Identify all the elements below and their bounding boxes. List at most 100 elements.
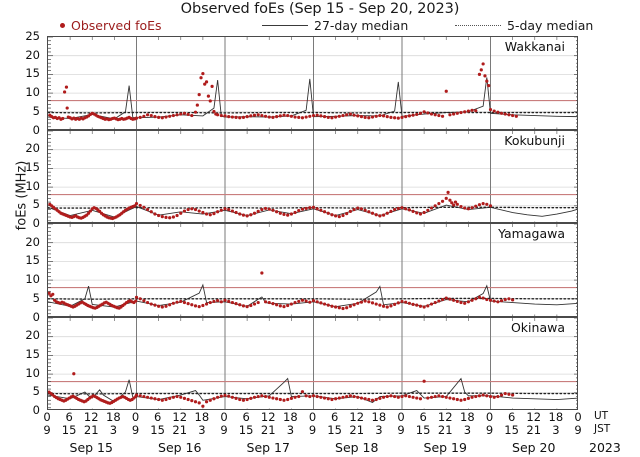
y-tick-label: 5	[32, 384, 40, 399]
x-tick-ut: 18	[283, 410, 298, 424]
y-ticks-yamagawa: 0 5 10 15 20	[0, 223, 44, 324]
x-axis-unit-ut: UT	[594, 410, 609, 422]
x-axis-day-label: Sep 19	[423, 440, 467, 455]
y-tick-label: 10	[25, 365, 40, 380]
panel-yamagawa: Yamagawa	[47, 223, 578, 317]
y-tick-label: 15	[25, 253, 40, 268]
y-tick-label: 20	[25, 328, 40, 343]
x-axis-day-label: Sep 17	[246, 440, 290, 455]
x-tick-jst: 15	[61, 423, 77, 437]
x-tick-jst: 3	[375, 423, 383, 437]
y-tick-label: 0	[32, 309, 40, 324]
x-tick-ut: 18	[460, 410, 475, 424]
x-tick-jst: 21	[437, 423, 453, 437]
y-tick-label: 10	[25, 272, 40, 287]
x-tick-jst: 9	[131, 423, 140, 437]
x-tick-jst: 9	[43, 423, 51, 437]
x-tick-jst: 15	[415, 423, 431, 437]
y-tick-label: 20	[25, 47, 40, 62]
y-tick-label: 10	[25, 178, 40, 193]
x-axis-day-label: Sep 18	[335, 440, 379, 455]
y-tick-label: 5	[32, 290, 40, 305]
legend-label-observed: Observed foEs	[71, 18, 162, 33]
x-tick-ut: 0	[485, 410, 494, 424]
y-tick-label: 15	[25, 159, 40, 174]
x-tick-ut: 6	[507, 410, 516, 424]
panel-kokubunji: Kokubunji	[47, 129, 578, 223]
dot-marker-icon	[60, 23, 65, 28]
x-axis-ut-row: 0 6 12 18 0 6 12 18 0 6 12 18 0 6 12 18 0 6 12 18 0 6 12 18 0	[43, 410, 582, 424]
y-tick-label: 15	[25, 66, 40, 81]
x-tick-ut: 0	[43, 410, 51, 424]
x-axis-day-label: Sep 15	[69, 440, 113, 455]
panel-wakkanai: Wakkanai	[47, 36, 578, 130]
legend-item-observed: Observed foEs	[60, 18, 162, 33]
x-tick-jst: 3	[286, 423, 295, 437]
y-tick-label: 0	[32, 216, 40, 230]
panel-label-okinawa: Okinawa	[510, 319, 565, 335]
legend-item-median27: 27-day median	[262, 18, 408, 33]
x-tick-ut: 18	[194, 410, 210, 424]
y-tick-label: 5	[32, 197, 40, 212]
x-tick-ut: 6	[242, 410, 250, 424]
x-tick-ut: 0	[308, 410, 317, 424]
x-tick-jst: 15	[504, 423, 519, 437]
x-tick-jst: 21	[83, 423, 99, 437]
x-tick-ut: 6	[419, 410, 427, 424]
x-tick-ut: 6	[153, 410, 162, 424]
x-tick-ut: 0	[574, 410, 582, 424]
x-tick-ut: 12	[526, 410, 542, 424]
panel-label-kokubunji: Kokubunji	[504, 132, 565, 148]
solid-line-icon	[262, 25, 308, 26]
x-tick-jst: 9	[220, 423, 228, 437]
x-tick-jst: 9	[397, 423, 405, 437]
x-tick-jst: 3	[109, 423, 118, 437]
x-tick-ut: 18	[548, 410, 564, 424]
x-axis-day-label: Sep 16	[158, 440, 202, 455]
y-tick-label: 20	[25, 141, 40, 156]
x-tick-ut: 6	[65, 410, 73, 424]
x-tick-ut: 0	[220, 410, 228, 424]
x-tick-jst: 9	[574, 423, 582, 437]
y-tick-label: 20	[25, 234, 40, 249]
x-axis-jst-row: 9 15 21 3 9 15 21 3 9 15 21 3 9 15 21 3 9 15 21 3 9 15 21 3 9	[43, 423, 582, 437]
x-tick-ut: 12	[349, 410, 365, 424]
legend-label-median5: 5-day median	[507, 18, 594, 33]
y-tick-label: 5	[32, 103, 40, 118]
x-tick-jst: 21	[260, 423, 276, 437]
x-tick-ut: 12	[83, 410, 99, 424]
x-tick-jst: 3	[463, 423, 472, 437]
legend-label-median27: 27-day median	[314, 18, 409, 33]
x-tick-jst: 21	[349, 423, 365, 437]
x-tick-jst: 9	[485, 423, 494, 437]
panel-label-wakkanai: Wakkanai	[504, 39, 565, 54]
x-tick-ut: 18	[106, 410, 121, 424]
x-axis-year: 2023	[589, 440, 621, 455]
x-tick-ut: 18	[371, 410, 387, 424]
x-tick-ut: 12	[260, 410, 276, 424]
x-tick-ut: 0	[131, 410, 140, 424]
chart-legend: Observed foEs 27-day median 5-day median	[0, 18, 640, 34]
x-tick-jst: 3	[198, 423, 206, 437]
x-tick-jst: 3	[552, 423, 560, 437]
x-tick-ut: 6	[330, 410, 339, 424]
x-tick-ut: 12	[437, 410, 453, 424]
y-tick-label: 25	[25, 29, 40, 43]
panel-label-yamagawa: Yamagawa	[498, 226, 565, 241]
plot-stack: Wakkanai Kokubunji Yamagawa Okinawa	[47, 36, 578, 410]
dotted-line-icon	[455, 25, 501, 26]
x-axis-day-label: Sep 20	[512, 440, 556, 455]
panel-okinawa: Okinawa	[47, 316, 578, 410]
x-tick-jst: 21	[172, 423, 188, 437]
y-tick-label: 15	[25, 346, 40, 361]
y-ticks-wakkanai: 0 5 10 15 20 25	[0, 29, 44, 137]
y-tick-label: 10	[25, 85, 40, 100]
x-tick-ut: 12	[172, 410, 188, 424]
y-ticks-kokubunji: 0 5 10 15 20	[0, 130, 44, 230]
x-tick-jst: 15	[327, 423, 342, 437]
x-tick-jst: 15	[150, 423, 165, 437]
x-tick-ut: 0	[397, 410, 405, 424]
x-tick-jst: 21	[526, 423, 542, 437]
